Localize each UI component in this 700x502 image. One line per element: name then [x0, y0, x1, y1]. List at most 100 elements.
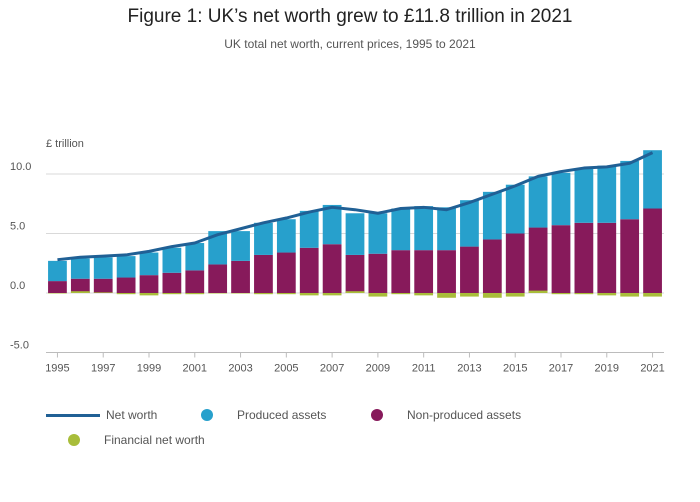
bar-financial-2016 [528, 290, 548, 293]
bar-financial-2012 [437, 293, 456, 298]
bar-financial-1999 [139, 293, 159, 296]
axis-layer: 10.0 5.0 0.0 -5.0 1995 1997 1999 2001 2003 2005 20… [10, 161, 665, 375]
bar-non-produced-2006 [299, 247, 319, 293]
bar-financial-2003 [231, 293, 250, 294]
bar-produced-2006 [299, 210, 319, 248]
x-tick-label: 2005 [274, 363, 298, 375]
bar-non-produced-2018 [574, 222, 594, 293]
legend-swatch-produced-assets [201, 409, 213, 421]
y-axis-label: £ trillion [46, 138, 84, 150]
bar-produced-2001 [185, 243, 205, 271]
bar-financial-2011 [414, 293, 434, 296]
y-tick-label: 5.0 [10, 221, 25, 233]
legend-label-net-worth: Net worth [106, 408, 158, 422]
bar-produced-1997 [93, 257, 113, 279]
bar-financial-2006 [299, 293, 319, 296]
x-tick-label: 2007 [320, 363, 344, 375]
bar-financial-2014 [482, 293, 502, 298]
bar-non-produced-1995 [48, 281, 67, 293]
bar-produced-2013 [460, 200, 479, 247]
bar-financial-2019 [597, 293, 617, 296]
x-tick-label: 1997 [91, 363, 115, 375]
bar-produced-2016 [528, 176, 548, 228]
x-tick-label: 2011 [412, 363, 436, 375]
bar-layer [48, 150, 662, 298]
bar-non-produced-1997 [93, 278, 113, 293]
bar-produced-2018 [574, 168, 594, 223]
bar-produced-2019 [597, 165, 617, 223]
bar-non-produced-2011 [414, 250, 434, 293]
y-tick-label: -5.0 [10, 340, 29, 352]
bar-produced-2005 [276, 219, 296, 253]
bar-financial-2020 [620, 293, 640, 297]
bar-non-produced-2017 [551, 225, 571, 293]
bar-non-produced-2001 [185, 270, 205, 293]
x-tick-label: 2013 [457, 363, 481, 375]
bar-financial-2021 [643, 293, 662, 297]
bar-non-produced-1999 [139, 275, 159, 293]
legend: Net worth Produced assets Non-produced a… [0, 400, 700, 460]
bar-financial-2009 [368, 293, 388, 297]
bar-produced-2007 [322, 204, 342, 245]
bar-produced-1995 [48, 260, 67, 282]
line-layer [57, 151, 654, 262]
chart-title: Figure 1: UK’s net worth grew to £11.8 t… [127, 6, 573, 27]
bar-non-produced-2013 [460, 246, 479, 293]
bar-produced-2009 [368, 213, 388, 254]
chart-subtitle: UK total net worth, current prices, 1995… [224, 37, 476, 51]
bar-produced-2010 [391, 208, 411, 251]
bar-produced-2012 [437, 207, 456, 251]
bar-non-produced-2009 [368, 253, 388, 293]
bar-financial-2001 [185, 293, 205, 295]
bar-financial-2015 [505, 293, 525, 297]
bar-produced-2011 [414, 206, 434, 251]
bar-produced-2021 [643, 150, 662, 209]
net-worth-line [57, 151, 654, 262]
x-tick-label: 2009 [366, 363, 390, 375]
bar-financial-2004 [254, 293, 273, 295]
bar-non-produced-1996 [70, 278, 90, 293]
bar-produced-2000 [162, 247, 182, 273]
bar-financial-2010 [391, 293, 411, 295]
chart-plot: 10.0 5.0 0.0 -5.0 1995 1997 1999 2001 2003 2005 20… [10, 138, 665, 375]
bar-produced-2015 [505, 184, 525, 234]
bar-non-produced-2015 [505, 233, 525, 293]
bar-non-produced-2010 [391, 250, 411, 293]
bar-non-produced-2004 [254, 254, 273, 293]
y-tick-label: 0.0 [10, 280, 25, 292]
legend-label-produced-assets: Produced assets [237, 408, 327, 422]
bar-produced-2002 [208, 231, 228, 265]
bar-non-produced-2016 [528, 227, 548, 293]
bar-financial-2017 [551, 293, 571, 295]
bar-produced-2014 [482, 191, 502, 240]
legend-item-produced-assets: Produced assets [201, 408, 326, 422]
bar-non-produced-2021 [643, 208, 662, 293]
bar-produced-2017 [551, 172, 571, 226]
bar-produced-1999 [139, 252, 159, 276]
bar-financial-2013 [460, 293, 479, 297]
x-tick-label: 1999 [137, 363, 161, 375]
legend-label-non-produced-assets: Non-produced assets [407, 408, 522, 422]
bar-financial-2005 [276, 293, 296, 295]
legend-label-financial-net-worth: Financial net worth [104, 433, 205, 447]
bar-non-produced-2014 [482, 239, 502, 293]
x-tick-label: 2019 [595, 363, 619, 375]
legend-item-net-worth: Net worth [46, 408, 157, 422]
bar-non-produced-2003 [231, 260, 250, 293]
bar-financial-2007 [322, 293, 342, 296]
y-tick-label: 10.0 [10, 161, 31, 173]
bar-produced-2020 [620, 160, 640, 220]
x-tick-label: 1995 [45, 363, 69, 375]
legend-swatch-non-produced-assets [371, 409, 383, 421]
bar-financial-2018 [574, 293, 594, 295]
bar-financial-1996 [70, 291, 90, 293]
bar-non-produced-2007 [322, 244, 342, 293]
bar-produced-1996 [70, 258, 90, 279]
bar-financial-2002 [208, 293, 228, 294]
bar-non-produced-2020 [620, 219, 640, 293]
x-tick-label: 2001 [183, 363, 207, 375]
bar-produced-2004 [254, 222, 273, 255]
bar-non-produced-2005 [276, 252, 296, 293]
bar-non-produced-2002 [208, 264, 228, 293]
